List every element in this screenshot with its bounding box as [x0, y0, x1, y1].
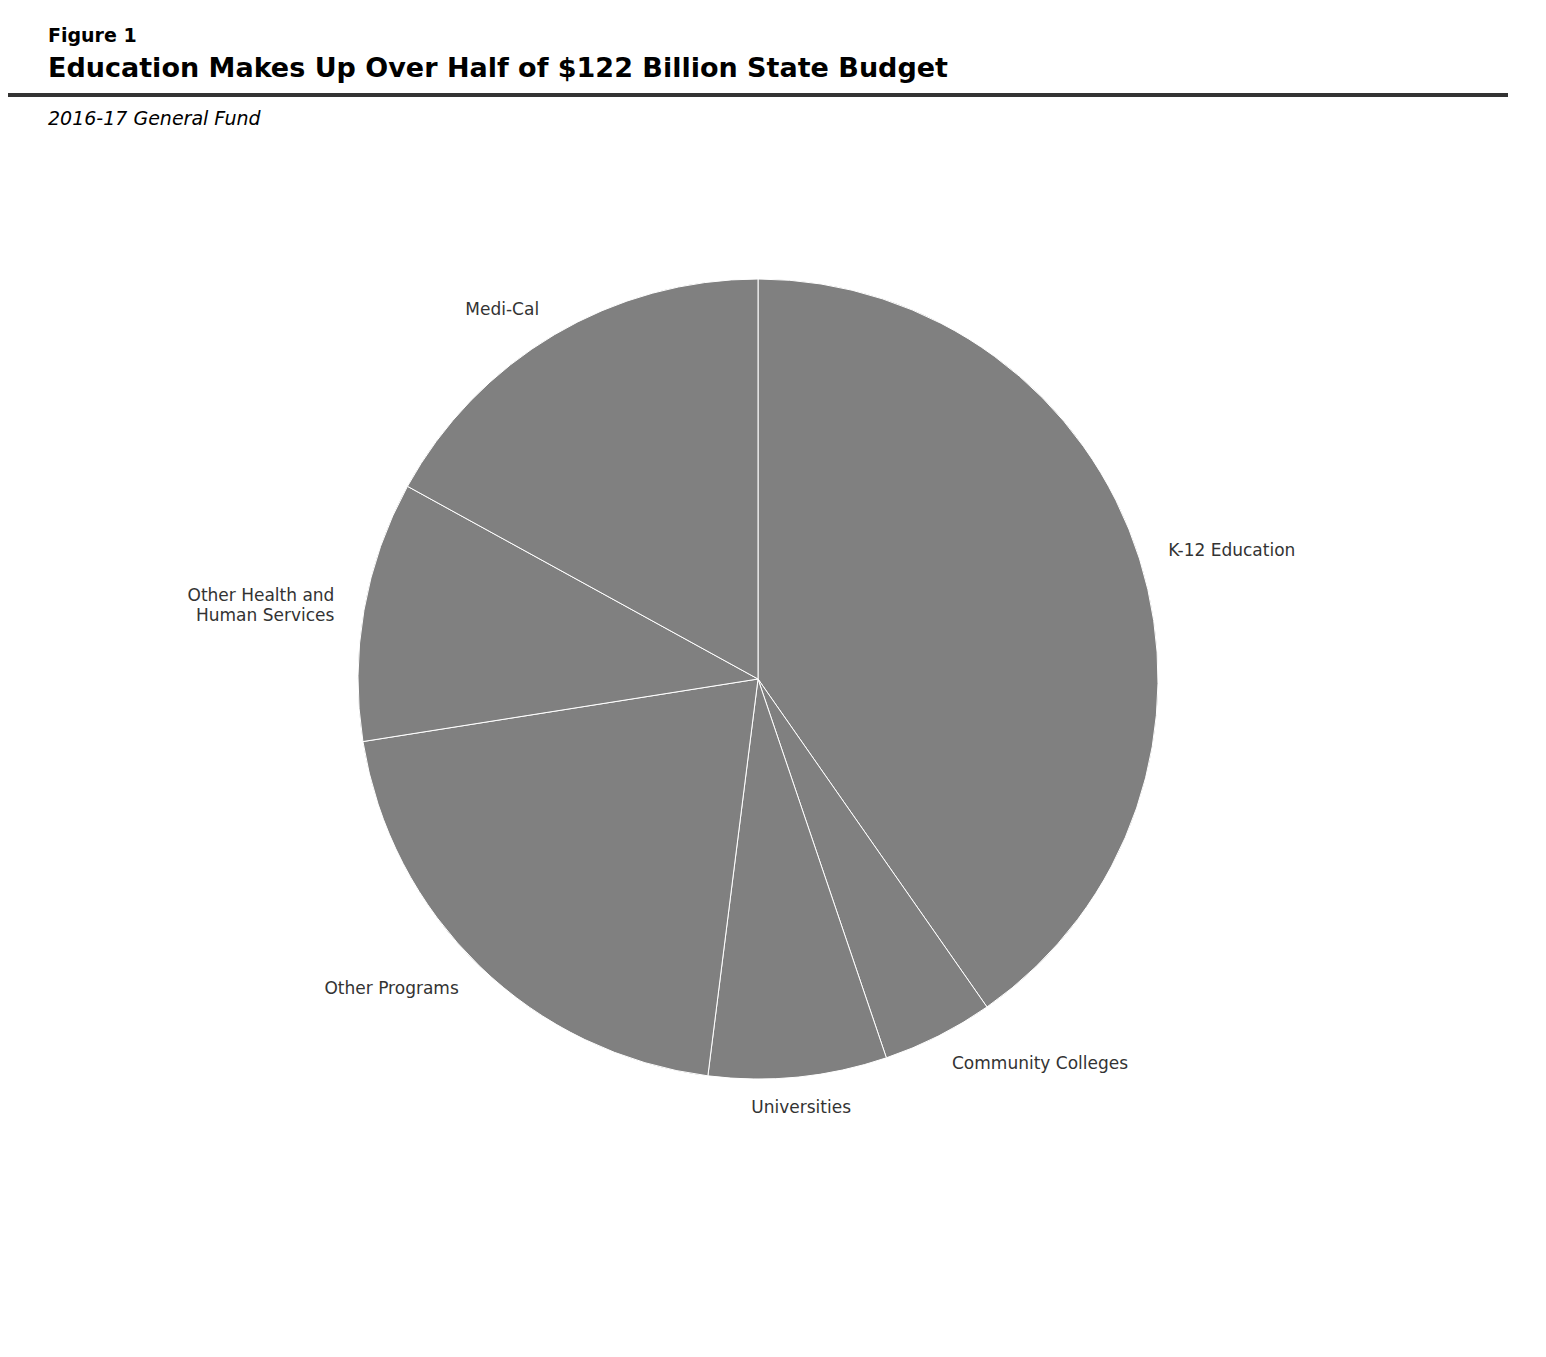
- html-text:2016-17 General Fund: 2016-17 General Fund: [48, 107, 261, 129]
- svg-text:Medi-Cal: Medi-Cal: [465, 299, 539, 319]
- html-text:Figure 1: Figure 1: [48, 24, 137, 46]
- svg-text:Universities: Universities: [751, 1097, 851, 1117]
- svg-text:K-12 Education: K-12 Education: [1168, 540, 1295, 560]
- svg-text:Other Programs: Other Programs: [324, 978, 458, 998]
- svg-text:Community Colleges: Community Colleges: [952, 1053, 1128, 1073]
- html-text:Education Makes Up Over Half o: Education Makes Up Over Half of $122 Bil…: [48, 52, 948, 83]
- svg-text:Other Health andHuman Services: Other Health andHuman Services: [188, 585, 335, 625]
